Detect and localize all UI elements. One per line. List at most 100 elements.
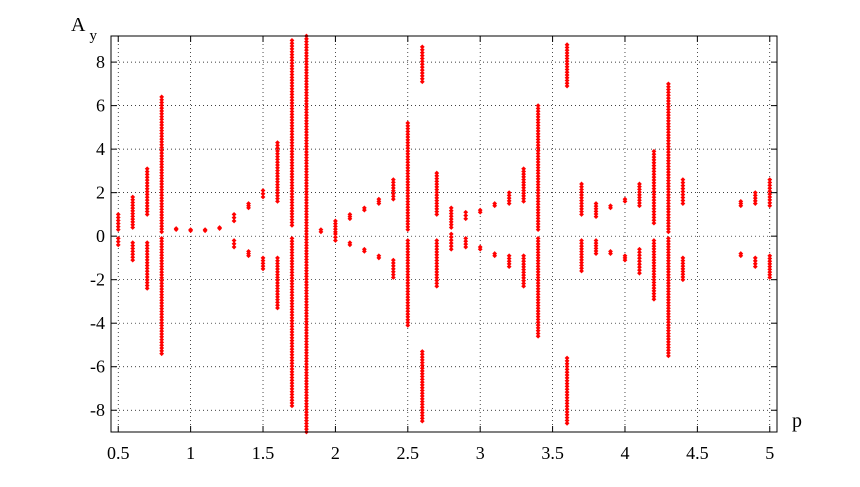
data-point: [390, 177, 396, 183]
data-point: [159, 266, 165, 272]
data-point: [680, 189, 686, 194]
data-point: [535, 213, 541, 218]
data-point: [275, 157, 280, 162]
data-point: [304, 257, 309, 262]
data-point: [448, 240, 454, 246]
data-point: [159, 220, 165, 226]
data-point: [434, 200, 440, 206]
data-point: [130, 219, 136, 225]
data-point: [419, 50, 425, 56]
data-point: [666, 305, 671, 311]
data-point: [304, 271, 309, 276]
data-point: [159, 97, 165, 103]
data-point: [159, 280, 165, 286]
data-point: [535, 333, 541, 339]
data-point: [521, 258, 527, 264]
data-point: [304, 296, 309, 302]
data-point: [434, 258, 440, 263]
data-point: [159, 100, 165, 105]
data-point: [304, 307, 309, 313]
data-point: [608, 249, 613, 254]
data-point: [752, 195, 758, 201]
data-point: [275, 261, 280, 266]
data-point: [304, 169, 309, 175]
data-point: [593, 240, 599, 246]
data-point: [159, 289, 165, 295]
data-point: [651, 217, 657, 223]
data-point: [275, 302, 280, 308]
data-point: [521, 275, 527, 281]
data-point: [289, 157, 295, 163]
data-point: [448, 243, 454, 249]
data-point: [289, 123, 295, 129]
data-point: [289, 255, 295, 261]
data-point: [622, 253, 628, 259]
data-point: [666, 98, 671, 104]
data-point: [405, 140, 411, 146]
data-point: [289, 372, 295, 378]
data-point: [275, 176, 280, 182]
data-point: [304, 395, 309, 401]
data-point: [521, 264, 527, 270]
data-point: [564, 50, 570, 56]
data-point: [289, 360, 295, 366]
data-point: [680, 183, 686, 188]
data-point: [434, 252, 440, 258]
data-point: [390, 275, 396, 280]
data-point: [304, 152, 309, 158]
data-point: [115, 242, 121, 248]
data-point: [231, 212, 237, 217]
data-point: [304, 358, 309, 364]
data-point: [564, 64, 570, 70]
y-tick-label: 8: [96, 52, 105, 72]
data-point: [304, 268, 309, 274]
data-point: [246, 249, 251, 254]
data-point: [535, 294, 541, 300]
y-tick-labels: -8 -6 -4 -2 0 2 4 6 8: [90, 52, 105, 420]
data-point: [289, 335, 295, 341]
data-point: [448, 219, 454, 225]
data-point: [434, 278, 440, 283]
data-point: [289, 244, 295, 250]
data-point: [419, 415, 425, 421]
data-point: [144, 192, 150, 197]
data-point: [289, 241, 295, 247]
data-point: [405, 196, 411, 202]
data-point: [304, 223, 309, 228]
data-point: [434, 275, 440, 281]
data-point: [304, 231, 309, 237]
data-point: [130, 208, 136, 214]
data-point: [405, 274, 411, 280]
data-point: [304, 274, 309, 279]
data-point: [159, 295, 165, 300]
data-point: [666, 186, 671, 192]
data-point: [115, 215, 121, 220]
data-point: [159, 345, 165, 351]
data-point: [419, 413, 425, 418]
data-point: [651, 288, 657, 294]
data-point: [159, 348, 165, 354]
data-point: [564, 61, 570, 67]
data-point: [405, 257, 411, 263]
data-point: [289, 55, 295, 60]
data-point: [144, 200, 150, 206]
data-point: [289, 202, 295, 208]
data-point: [666, 218, 671, 223]
data-point: [506, 256, 512, 261]
data-point: [535, 297, 541, 303]
data-point: [289, 131, 295, 137]
data-point: [289, 377, 295, 383]
data-point: [579, 268, 584, 274]
data-point: [651, 189, 657, 194]
data-point: [304, 390, 309, 395]
data-point: [304, 109, 309, 115]
data-point: [767, 197, 773, 203]
data-point: [564, 358, 570, 364]
data-point: [666, 289, 671, 294]
data-point: [666, 163, 671, 169]
data-point: [275, 170, 280, 176]
data-point: [405, 308, 411, 314]
data-point: [506, 198, 512, 204]
data-point: [680, 271, 686, 277]
data-point: [405, 289, 411, 294]
